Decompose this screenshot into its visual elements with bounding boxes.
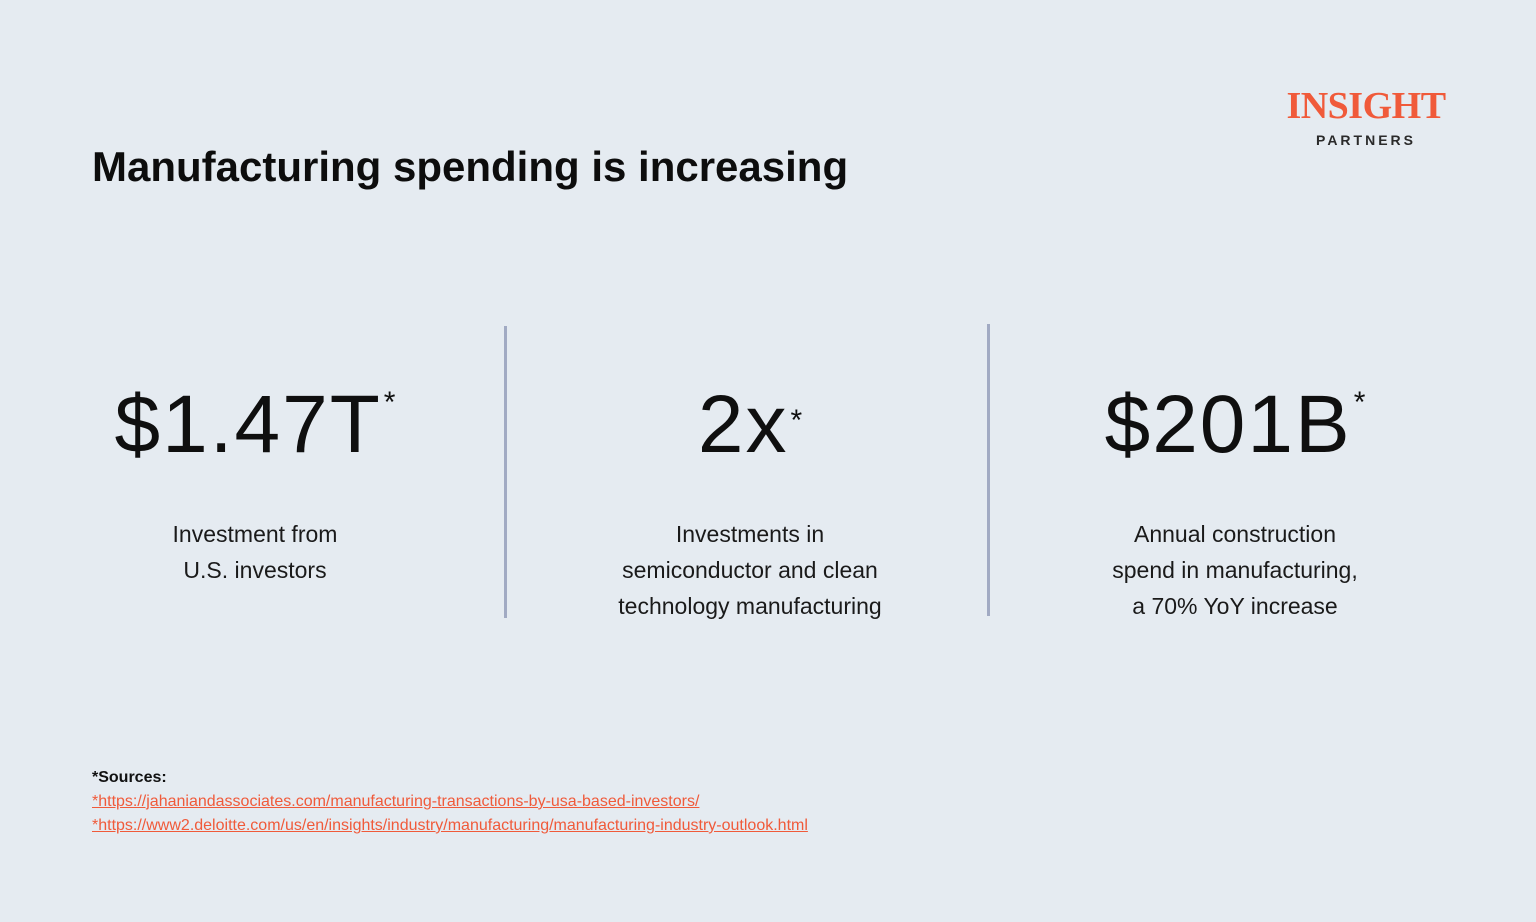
footnote-asterisk: * xyxy=(1353,386,1366,419)
stat-value: $201B xyxy=(1104,379,1352,470)
stat-label-line: Annual construction xyxy=(1133,521,1336,547)
footnote-asterisk: * xyxy=(383,386,396,419)
source-link-deloitte[interactable]: *https://www2.deloitte.com/us/en/insight… xyxy=(92,817,808,834)
sources-heading: *Sources: xyxy=(92,769,167,786)
stat-label: Investment from U.S. investors xyxy=(80,516,430,588)
stat-label-line: Investment from xyxy=(172,521,338,547)
page-title: Manufacturing spending is increasing xyxy=(92,143,849,190)
stat-value-wrap: $201B* xyxy=(1070,380,1400,470)
stat-investment-us: $1.47T* Investment from U.S. investors xyxy=(80,380,430,588)
stat-label-line: semiconductor and clean xyxy=(622,557,878,583)
stat-label-line: technology manufacturing xyxy=(618,593,882,619)
stat-value-wrap: $1.47T* xyxy=(80,380,430,470)
stat-label-line: a 70% YoY increase xyxy=(1132,593,1338,619)
logo-wordmark: INSIGHT xyxy=(1286,85,1446,127)
stat-label-line: spend in manufacturing, xyxy=(1112,557,1358,583)
sources-section: *Sources: *https://jahaniandassociates.c… xyxy=(92,766,808,838)
insight-partners-logo: INSIGHT PARTNERS xyxy=(1280,86,1452,148)
stat-semiconductor-investment: 2x* Investments in semiconductor and cle… xyxy=(580,380,920,624)
source-link-jahanian[interactable]: *https://jahaniandassociates.com/manufac… xyxy=(92,793,700,810)
stat-label-line: Investments in xyxy=(675,521,825,547)
column-divider xyxy=(987,324,990,616)
column-divider xyxy=(504,326,507,618)
logo-subtitle: PARTNERS xyxy=(1316,132,1416,148)
stat-label-line: U.S. investors xyxy=(183,557,327,583)
stat-construction-spend: $201B* Annual construction spend in manu… xyxy=(1070,380,1400,624)
stat-value: $1.47T xyxy=(114,379,382,470)
stat-label: Investments in semiconductor and clean t… xyxy=(580,516,920,624)
footnote-asterisk: * xyxy=(790,404,803,437)
stat-value: 2x xyxy=(697,379,789,470)
stat-value-wrap: 2x* xyxy=(580,380,920,470)
stat-label: Annual construction spend in manufacturi… xyxy=(1070,516,1400,624)
